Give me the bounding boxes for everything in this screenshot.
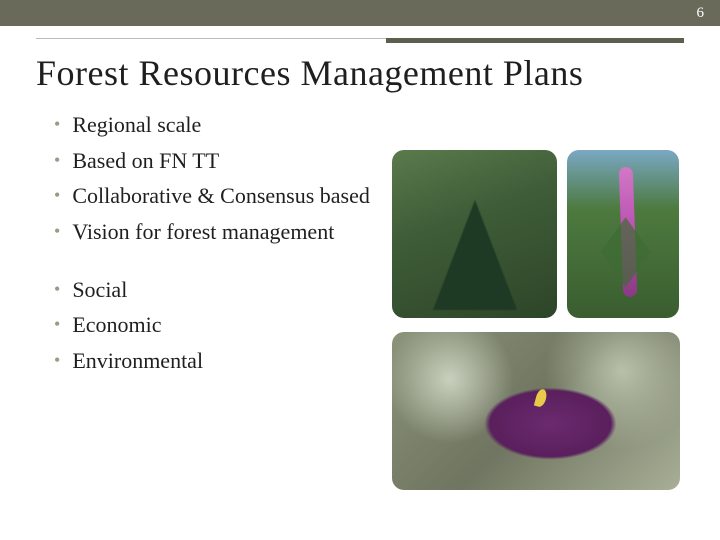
bullet-content: • Regional scale • Based on FN TT • Collabo… (54, 110, 384, 382)
bullet-text: Based on FN TT (72, 146, 219, 176)
bullet-dot-icon: • (54, 310, 60, 339)
slide-title: Forest Resources Management Plans (36, 52, 583, 94)
bullet-item: • Environmental (54, 346, 384, 376)
bullet-text: Collaborative & Consensus based (72, 181, 370, 211)
bullet-group-1: • Regional scale • Based on FN TT • Collabo… (54, 110, 384, 247)
bullet-group-2: • Social • Economic • Environmental (54, 275, 384, 376)
bullet-dot-icon: • (54, 346, 60, 375)
bullet-dot-icon: • (54, 275, 60, 304)
page-number: 6 (697, 5, 705, 21)
bullet-item: • Vision for forest management (54, 217, 384, 247)
bullet-item: • Regional scale (54, 110, 384, 140)
image-purple-lichen (392, 332, 680, 490)
page-number-bar: 6 (0, 0, 720, 26)
bullet-text: Environmental (72, 346, 203, 376)
bullet-item: • Economic (54, 310, 384, 340)
image-conifer-forest (392, 150, 557, 318)
divider-thin (36, 38, 386, 44)
bullet-item: • Social (54, 275, 384, 305)
image-row-top (392, 150, 682, 318)
title-divider (36, 38, 684, 44)
bullet-text: Vision for forest management (72, 217, 334, 247)
bullet-dot-icon: • (54, 181, 60, 210)
bullet-text: Regional scale (72, 110, 201, 140)
bullet-text: Social (72, 275, 127, 305)
image-fireweed-flower (567, 150, 679, 318)
bullet-dot-icon: • (54, 217, 60, 246)
bullet-text: Economic (72, 310, 161, 340)
bullet-dot-icon: • (54, 110, 60, 139)
divider-thick (386, 38, 684, 43)
bullet-item: • Based on FN TT (54, 146, 384, 176)
bullet-item: • Collaborative & Consensus based (54, 181, 384, 211)
image-panel (392, 150, 682, 490)
bullet-dot-icon: • (54, 146, 60, 175)
